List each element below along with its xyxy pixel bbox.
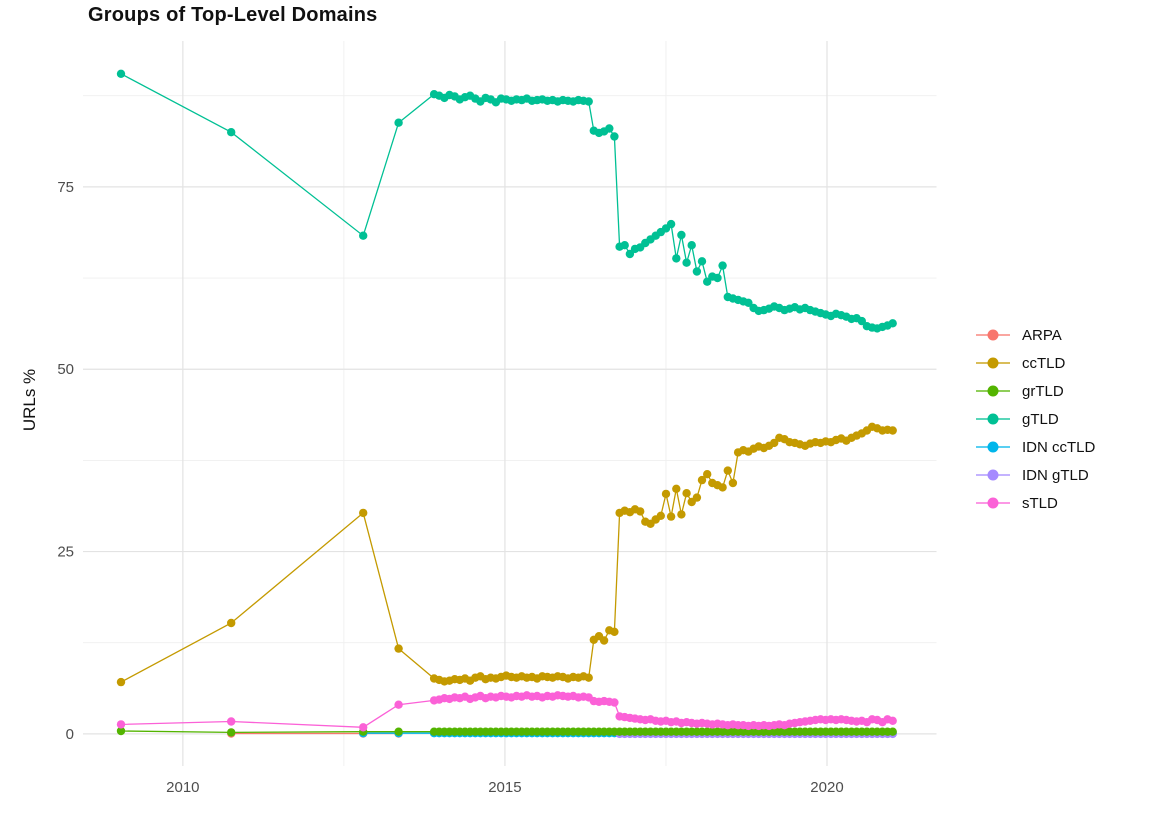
- series-point-gtld: [584, 97, 593, 106]
- legend-label-grtld: grTLD: [1022, 382, 1064, 400]
- legend: ARPA ccTLD grTLD gTLD IDN ccTLD IDN gTLD sTLD: [976, 321, 1095, 517]
- series-point-gtld: [620, 241, 629, 250]
- series-point-cctld: [227, 618, 236, 628]
- legend-label-stld: sTLD: [1022, 494, 1058, 512]
- series-point-cctld: [394, 644, 403, 653]
- series-point-cctld: [672, 484, 681, 493]
- series-point-grtld: [394, 727, 403, 736]
- series-point-cctld: [599, 636, 609, 645]
- series-point-cctld: [723, 466, 732, 475]
- series-point-gtld: [713, 273, 722, 283]
- series-point-gtld: [697, 257, 707, 266]
- series-point-cctld: [116, 677, 126, 687]
- series-point-cctld: [682, 489, 691, 498]
- legend-key-icon: [976, 328, 1010, 342]
- y-axis-title: URLs %: [20, 368, 39, 432]
- x-tick-label: 2015: [488, 779, 521, 796]
- series-point-cctld: [584, 673, 593, 682]
- series-point-cctld: [697, 475, 707, 485]
- series-point-gtld: [227, 128, 236, 137]
- series-point-cctld: [692, 493, 702, 502]
- series-point-gtld: [359, 231, 368, 240]
- series-point-cctld: [728, 478, 738, 488]
- series-point-cctld: [636, 507, 645, 516]
- series-point-gtld: [682, 258, 691, 267]
- legend-item-idn-gtld: IDN gTLD: [976, 461, 1095, 489]
- series-point-gtld: [677, 230, 686, 240]
- series-point-stld: [394, 700, 403, 709]
- series-point-gtld: [666, 219, 676, 229]
- series-line-cctld: [120, 426, 893, 683]
- series-point-grtld: [116, 726, 126, 736]
- series-point-stld: [359, 723, 368, 732]
- legend-item-arpa: ARPA: [976, 321, 1095, 349]
- series-point-stld: [227, 717, 236, 726]
- series-point-gtld: [672, 254, 681, 263]
- series-point-gtld: [605, 124, 614, 133]
- y-tick-label: 25: [57, 544, 74, 561]
- series-point-gtld: [744, 298, 753, 307]
- legend-item-stld: sTLD: [976, 489, 1095, 517]
- series-point-gtld: [116, 69, 126, 79]
- legend-label-cctld: ccTLD: [1022, 354, 1066, 372]
- series-point-gtld: [692, 267, 702, 276]
- series-point-cctld: [718, 483, 727, 492]
- series-line-gtld: [120, 73, 893, 330]
- legend-key-icon: [976, 440, 1010, 454]
- series-point-cctld: [677, 510, 686, 519]
- legend-key-icon: [976, 496, 1010, 510]
- series-point-cctld: [661, 489, 671, 499]
- y-tick-label: 50: [57, 361, 74, 378]
- legend-key-icon: [976, 384, 1010, 398]
- series-point-gtld: [703, 277, 712, 286]
- series-point-gtld: [687, 241, 696, 250]
- y-tick-label: 0: [66, 726, 74, 743]
- legend-key-icon: [976, 468, 1010, 482]
- series-point-gtld: [394, 118, 403, 127]
- series-point-cctld: [888, 426, 897, 435]
- legend-label-gtld: gTLD: [1022, 410, 1059, 428]
- legend-item-idn-cctld: IDN ccTLD: [976, 433, 1095, 461]
- series-point-gtld: [857, 316, 866, 326]
- series-point-cctld: [359, 508, 368, 518]
- chart-title: Groups of Top-Level Domains: [88, 4, 378, 26]
- series-point-cctld: [666, 512, 676, 521]
- series-point-gtld: [610, 132, 619, 141]
- series-point-cctld: [610, 627, 619, 636]
- series-point-grtld: [227, 728, 236, 737]
- series-point-stld: [610, 698, 619, 707]
- legend-label-idn-gtld: IDN gTLD: [1022, 466, 1089, 484]
- series-point-stld: [116, 720, 126, 729]
- legend-label-idn-cctld: IDN ccTLD: [1022, 438, 1096, 456]
- legend-item-grtld: grTLD: [976, 377, 1095, 405]
- legend-item-cctld: ccTLD: [976, 349, 1095, 377]
- x-tick-label: 2020: [810, 779, 843, 796]
- legend-label-arpa: ARPA: [1022, 326, 1062, 344]
- legend-key-icon: [976, 356, 1010, 370]
- series-point-gtld: [625, 249, 635, 259]
- series-point-gtld: [718, 261, 727, 270]
- series-point-grtld: [888, 727, 897, 736]
- series-point-cctld: [656, 511, 665, 520]
- x-tick-label: 2010: [166, 779, 199, 796]
- legend-key-icon: [976, 412, 1010, 426]
- series-point-cctld: [703, 470, 712, 479]
- series-point-stld: [888, 716, 897, 725]
- series-point-gtld: [888, 319, 897, 328]
- series-point-cctld: [770, 438, 779, 448]
- legend-item-gtld: gTLD: [976, 405, 1095, 433]
- y-tick-label: 75: [57, 179, 74, 196]
